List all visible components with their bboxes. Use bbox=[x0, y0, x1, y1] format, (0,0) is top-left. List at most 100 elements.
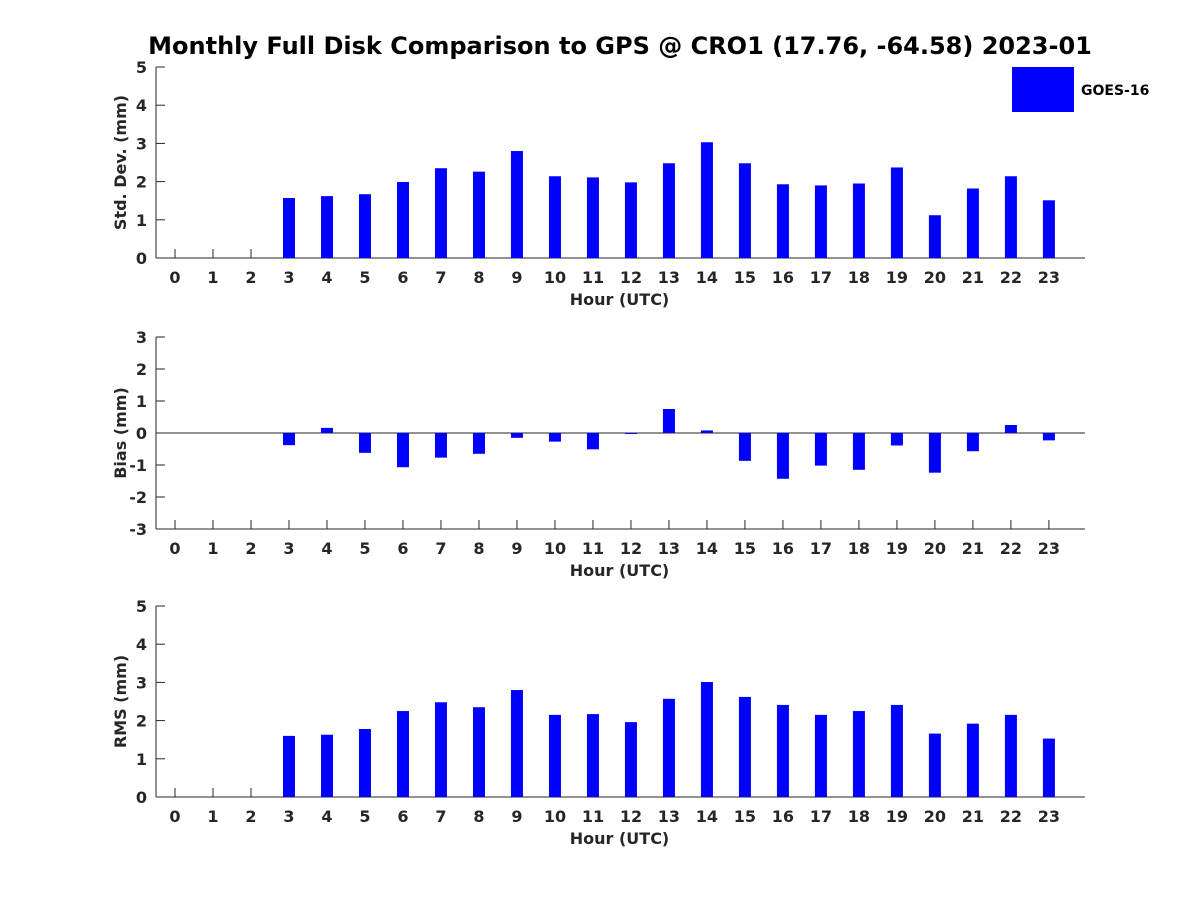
rms-bar-hour-17 bbox=[814, 714, 827, 797]
rms-xtick-label: 14 bbox=[696, 807, 718, 826]
rms-xtick-label: 1 bbox=[207, 807, 218, 826]
rms-xtick-label: 19 bbox=[886, 807, 908, 826]
bias-bar-hour-4 bbox=[320, 427, 333, 433]
bias-xtick-label: 16 bbox=[772, 539, 794, 558]
std-dev-xtick-label: 6 bbox=[397, 268, 408, 287]
bias-bar-hour-21 bbox=[966, 433, 979, 452]
bias-ytick-label: -3 bbox=[129, 520, 147, 539]
bias-xtick-label: 5 bbox=[359, 539, 370, 558]
rms-bar-hour-5 bbox=[358, 729, 371, 797]
rms-bar-hour-10 bbox=[548, 714, 561, 797]
std-dev-xtick-label: 0 bbox=[169, 268, 180, 287]
rms-xtick-label: 23 bbox=[1038, 807, 1060, 826]
rms-xtick-label: 20 bbox=[924, 807, 946, 826]
bias-bar-hour-7 bbox=[434, 433, 447, 458]
bias-bar-hour-16 bbox=[776, 433, 789, 479]
bias-xtick-label: 11 bbox=[582, 539, 604, 558]
std-dev-ytick-label: 3 bbox=[136, 134, 147, 153]
std-dev-bar-hour-17 bbox=[814, 185, 827, 258]
std-dev-bar-hour-10 bbox=[548, 176, 561, 258]
rms-bar-hour-20 bbox=[928, 733, 941, 797]
bias-xtick-label: 12 bbox=[620, 539, 642, 558]
bias-xtick-label: 4 bbox=[321, 539, 332, 558]
std-dev-xtick-label: 2 bbox=[245, 268, 256, 287]
rms-y-axis-label: RMS (mm) bbox=[111, 655, 130, 748]
std-dev-xtick-label: 8 bbox=[473, 268, 484, 287]
std-dev-ytick-label: 0 bbox=[136, 249, 147, 268]
bias-xtick-label: 3 bbox=[283, 539, 294, 558]
bias-xtick-label: 6 bbox=[397, 539, 408, 558]
std-dev-xtick-label: 23 bbox=[1038, 268, 1060, 287]
bias-xtick-label: 0 bbox=[169, 539, 180, 558]
std-dev-bar-hour-6 bbox=[396, 181, 409, 258]
chart-title: Monthly Full Disk Comparison to GPS @ CR… bbox=[148, 32, 1092, 60]
bias-xtick-label: 2 bbox=[245, 539, 256, 558]
rms-xtick-label: 21 bbox=[962, 807, 984, 826]
std-dev-ytick-label: 1 bbox=[136, 211, 147, 230]
std-dev-xtick-label: 16 bbox=[772, 268, 794, 287]
bias-bar-hour-14 bbox=[700, 430, 713, 433]
std-dev-ytick-label: 5 bbox=[136, 58, 147, 77]
bias-bar-hour-23 bbox=[1042, 433, 1055, 441]
legend-swatch-goes-16 bbox=[1012, 67, 1074, 112]
rms-xtick-label: 8 bbox=[473, 807, 484, 826]
std-dev-bar-hour-18 bbox=[852, 183, 865, 258]
std-dev-xtick-label: 3 bbox=[283, 268, 294, 287]
bias-ytick-label: 2 bbox=[136, 360, 147, 379]
std-dev-ytick-label: 2 bbox=[136, 173, 147, 192]
rms-xtick-label: 2 bbox=[245, 807, 256, 826]
bias-bar-hour-13 bbox=[662, 409, 675, 433]
bias-xtick-label: 15 bbox=[734, 539, 756, 558]
bias-bar-hour-8 bbox=[472, 433, 485, 454]
rms-xtick-label: 13 bbox=[658, 807, 680, 826]
bias-xtick-label: 1 bbox=[207, 539, 218, 558]
std-dev-bar-hour-9 bbox=[510, 151, 523, 258]
std-dev-bar-hour-21 bbox=[966, 188, 979, 258]
rms-xtick-label: 7 bbox=[435, 807, 446, 826]
bias-bar-hour-12 bbox=[624, 433, 637, 434]
rms-bar-hour-21 bbox=[966, 723, 979, 797]
std-dev-ytick-label: 4 bbox=[136, 96, 147, 115]
bias-bar-hour-11 bbox=[586, 433, 599, 450]
std-dev-bar-hour-22 bbox=[1004, 176, 1017, 258]
std-dev-xtick-label: 5 bbox=[359, 268, 370, 287]
legend-label-goes-16: GOES-16 bbox=[1081, 83, 1149, 99]
std-dev-xtick-label: 14 bbox=[696, 268, 718, 287]
std-dev-bar-hour-8 bbox=[472, 171, 485, 258]
bias-bar-hour-5 bbox=[358, 433, 371, 453]
std-dev-xtick-label: 19 bbox=[886, 268, 908, 287]
rms-xtick-label: 22 bbox=[1000, 807, 1022, 826]
bias-xtick-label: 19 bbox=[886, 539, 908, 558]
rms-xtick-label: 12 bbox=[620, 807, 642, 826]
rms-xtick-label: 4 bbox=[321, 807, 332, 826]
std-dev-bar-hour-14 bbox=[700, 142, 713, 258]
std-dev-xtick-label: 13 bbox=[658, 268, 680, 287]
rms-bar-hour-11 bbox=[586, 714, 599, 797]
rms-ytick-label: 4 bbox=[136, 635, 147, 654]
bias-bar-hour-18 bbox=[852, 433, 865, 470]
rms-bar-hour-16 bbox=[776, 704, 789, 797]
rms-ytick-label: 0 bbox=[136, 788, 147, 807]
std-dev-xtick-label: 10 bbox=[544, 268, 566, 287]
bias-xtick-label: 18 bbox=[848, 539, 870, 558]
bias-bar-hour-6 bbox=[396, 433, 409, 468]
rms-xtick-label: 16 bbox=[772, 807, 794, 826]
bias-bar-hour-22 bbox=[1004, 425, 1017, 433]
bias-bar-hour-10 bbox=[548, 433, 561, 442]
std-dev-xtick-label: 22 bbox=[1000, 268, 1022, 287]
std-dev-xtick-label: 4 bbox=[321, 268, 332, 287]
rms-bar-hour-22 bbox=[1004, 714, 1017, 797]
std-dev-xtick-label: 21 bbox=[962, 268, 984, 287]
std-dev-bar-hour-15 bbox=[738, 163, 751, 258]
bias-ytick-label: 0 bbox=[136, 424, 147, 443]
rms-xtick-label: 15 bbox=[734, 807, 756, 826]
std-dev-xtick-label: 18 bbox=[848, 268, 870, 287]
bias-xtick-label: 7 bbox=[435, 539, 446, 558]
rms-bar-hour-3 bbox=[282, 735, 295, 797]
bias-xtick-label: 8 bbox=[473, 539, 484, 558]
rms-bar-hour-14 bbox=[700, 682, 713, 797]
std-dev-bar-hour-7 bbox=[434, 168, 447, 258]
